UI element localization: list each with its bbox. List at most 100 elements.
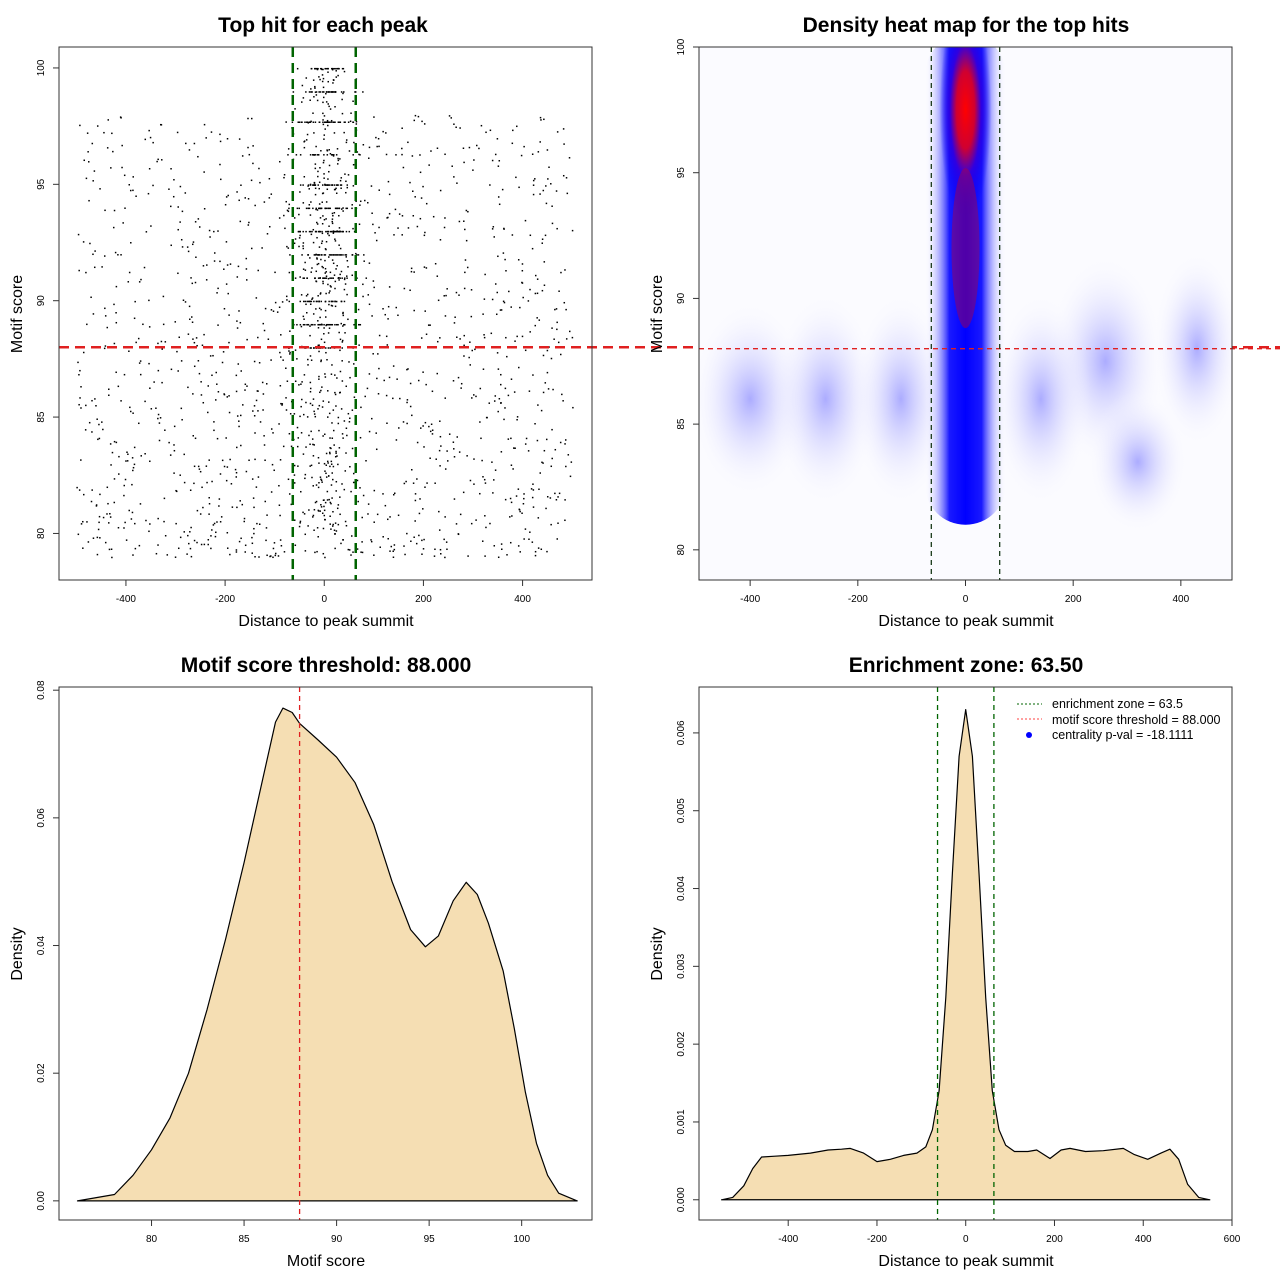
data-point <box>293 474 296 476</box>
data-point <box>341 339 344 342</box>
data-point <box>315 270 318 273</box>
data-point <box>312 443 314 446</box>
data-point <box>328 256 330 258</box>
data-point <box>230 483 233 485</box>
data-point <box>398 213 401 215</box>
data-point <box>462 147 465 150</box>
data-point <box>385 394 388 397</box>
data-point <box>445 294 447 297</box>
data-point <box>546 371 549 374</box>
data-point <box>410 270 413 273</box>
data-point <box>251 478 254 480</box>
data-point <box>335 70 337 72</box>
data-point <box>387 180 390 183</box>
data-point <box>325 101 328 103</box>
data-point <box>549 497 552 499</box>
data-point <box>157 517 159 520</box>
data-point <box>358 323 360 326</box>
data-point <box>548 166 550 169</box>
data-point <box>355 120 358 123</box>
data-point <box>551 205 553 207</box>
data-point <box>323 218 326 221</box>
data-point <box>258 167 260 170</box>
data-point <box>211 374 213 377</box>
data-point <box>123 484 126 487</box>
data-point <box>568 157 571 159</box>
data-point <box>467 210 469 213</box>
data-point <box>327 80 329 83</box>
data-point <box>144 453 146 455</box>
data-point <box>183 453 185 456</box>
data-point <box>496 291 499 294</box>
data-point <box>334 522 337 524</box>
data-point <box>293 217 296 219</box>
data-point <box>274 271 276 274</box>
data-point <box>329 271 332 274</box>
data-point <box>501 188 504 191</box>
data-point <box>557 522 559 524</box>
data-point <box>564 519 566 522</box>
data-point <box>251 536 253 539</box>
data-point <box>145 519 147 522</box>
data-point <box>313 300 315 303</box>
data-point <box>289 413 292 415</box>
data-point <box>315 308 317 310</box>
data-point <box>278 504 281 506</box>
data-point <box>538 488 540 491</box>
data-point <box>121 166 123 169</box>
data-point <box>323 159 325 162</box>
data-point <box>387 318 389 320</box>
data-point <box>87 541 90 543</box>
data-point <box>435 458 437 460</box>
data-point <box>243 520 246 523</box>
data-point <box>288 432 291 435</box>
data-point <box>532 193 535 196</box>
data-point <box>504 498 507 501</box>
data-point <box>368 146 371 149</box>
data-point <box>125 539 128 541</box>
data-point <box>306 293 309 296</box>
data-point <box>458 220 461 223</box>
data-point <box>103 347 106 350</box>
data-point <box>170 368 173 371</box>
data-point <box>256 390 259 392</box>
data-point <box>434 482 436 484</box>
data-point <box>314 193 317 196</box>
data-point <box>302 511 304 514</box>
chart-title: Motif score threshold: 88.000 <box>181 654 472 677</box>
data-point <box>317 67 319 70</box>
data-point <box>120 254 122 256</box>
data-point <box>509 541 512 544</box>
data-point <box>162 295 165 298</box>
data-point <box>95 504 98 506</box>
data-point <box>104 307 106 310</box>
data-point <box>359 323 362 326</box>
data-point <box>373 286 375 289</box>
data-point <box>332 523 334 526</box>
data-point <box>111 132 113 135</box>
data-point <box>353 323 355 326</box>
data-point <box>278 484 280 487</box>
data-point <box>543 261 546 263</box>
data-point <box>521 263 524 265</box>
data-point <box>316 154 319 156</box>
data-point <box>491 298 494 301</box>
data-point <box>343 91 345 93</box>
data-point <box>414 499 417 502</box>
data-point <box>444 516 446 518</box>
y-tick-label: 95 <box>36 178 47 190</box>
data-point <box>106 326 109 329</box>
data-point <box>139 503 142 505</box>
data-point <box>286 245 288 248</box>
data-point <box>319 230 322 233</box>
data-point <box>357 254 360 256</box>
data-point <box>300 490 302 493</box>
data-point <box>331 437 334 439</box>
data-point <box>236 506 238 509</box>
data-point <box>273 542 276 544</box>
data-point <box>240 414 242 417</box>
data-point <box>323 134 326 136</box>
data-point <box>213 252 216 254</box>
data-point <box>362 144 365 146</box>
